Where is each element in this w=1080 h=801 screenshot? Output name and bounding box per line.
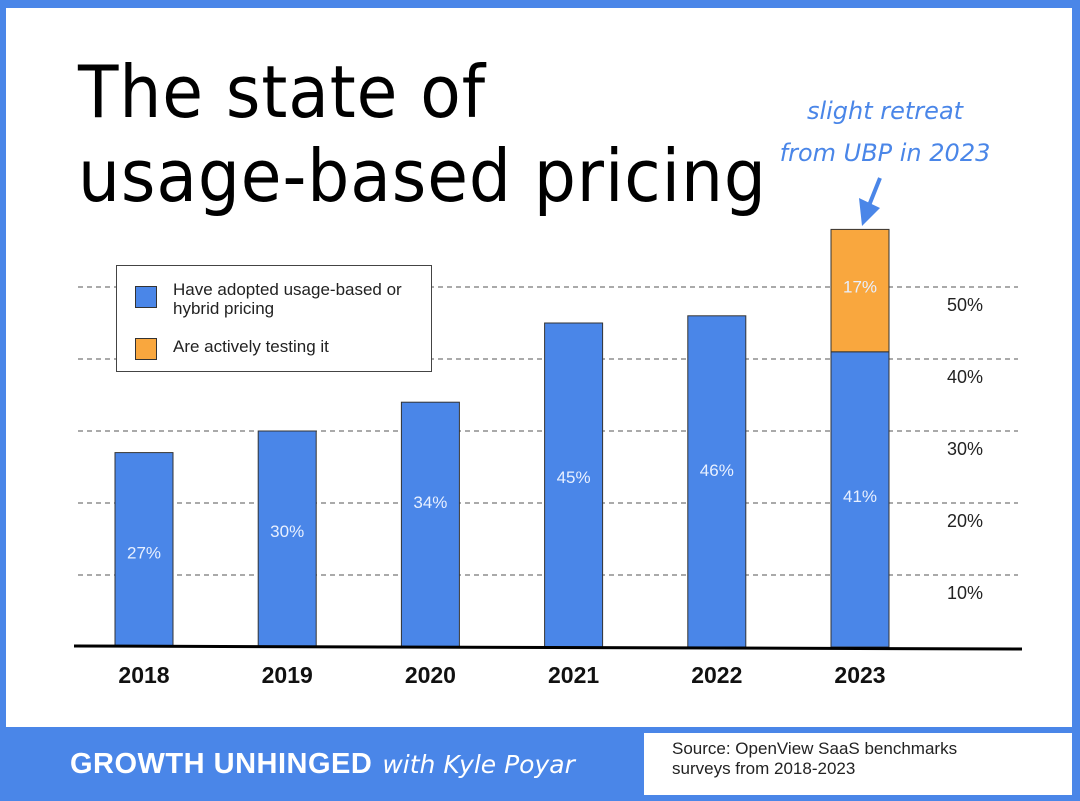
brand-author: with Kyle Poyar: [382, 749, 575, 779]
legend-label: Are actively testing it: [173, 337, 329, 356]
chart-title: The state of usage-based pricing: [78, 50, 767, 218]
legend-label: Have adopted usage-based or hybrid prici…: [173, 280, 402, 318]
bar-adopted: [114, 452, 174, 648]
annotation-line: slight retreat: [806, 97, 964, 125]
legend-swatch-adopted: [135, 286, 157, 308]
bar-value-label: 17%: [843, 277, 877, 296]
x-tick-label: 2020: [405, 662, 456, 688]
x-tick-label: 2019: [262, 662, 313, 688]
bar-adopted: [830, 351, 890, 648]
legend-item-testing: Are actively testing it: [135, 337, 329, 360]
bar-adopted: [544, 322, 604, 648]
y-tick-label: 50%: [947, 295, 983, 315]
brand-name: GROWTH UNHINGED: [70, 747, 373, 780]
bar-adopted: [687, 315, 747, 648]
bar-adopted: [400, 401, 460, 648]
title-line: usage-based pricing: [78, 134, 767, 218]
bar-value-label: 41%: [843, 487, 877, 506]
x-tick-label: 2018: [118, 662, 169, 688]
annotation: slight retreat from UBP in 2023: [770, 90, 1000, 174]
y-tick-label: 20%: [947, 511, 983, 531]
brand-banner: GROWTH UNHINGED with Kyle Poyar: [0, 727, 638, 801]
bar-value-label: 27%: [127, 544, 161, 563]
bar-adopted: [257, 430, 317, 648]
bar-value-label: 45%: [557, 468, 591, 487]
y-tick-label: 30%: [947, 439, 983, 459]
source-note: Source: OpenView SaaS benchmarks surveys…: [644, 733, 1072, 795]
arrow-head-icon: [859, 198, 880, 226]
y-tick-label: 10%: [947, 583, 983, 603]
title-line: The state of: [78, 50, 487, 134]
x-axis-line: [73, 644, 1023, 651]
bar-value-label: 46%: [700, 461, 734, 480]
source-line: surveys from 2018-2023: [672, 759, 856, 778]
x-tick-label: 2022: [691, 662, 742, 688]
x-tick-label: 2023: [834, 662, 885, 688]
legend: Have adopted usage-based or hybrid prici…: [116, 265, 432, 372]
y-tick-label: 40%: [947, 367, 983, 387]
bar-testing: [830, 228, 890, 353]
bar-value-label: 34%: [413, 493, 447, 512]
x-tick-label: 2021: [548, 662, 599, 688]
arrow-icon: [866, 177, 882, 209]
bar-value-label: 30%: [270, 522, 304, 541]
source-line: Source: OpenView SaaS benchmarks: [672, 739, 958, 758]
annotation-line: from UBP in 2023: [779, 139, 991, 167]
legend-swatch-testing: [135, 338, 157, 360]
legend-item-adopted: Have adopted usage-based or hybrid prici…: [135, 280, 423, 318]
